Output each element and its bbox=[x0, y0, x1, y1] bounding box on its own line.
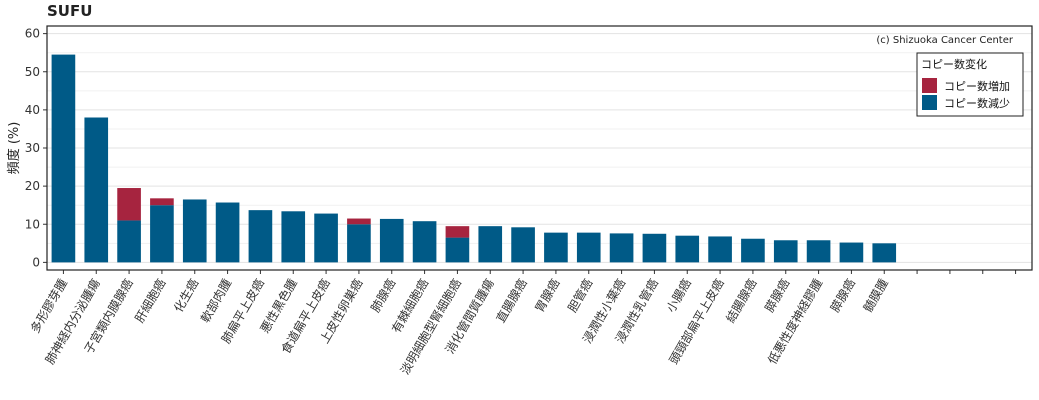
bar-loss bbox=[347, 224, 371, 263]
x-tick-label: 胃腺癌 bbox=[532, 276, 563, 315]
y-tick-label: 60 bbox=[25, 27, 40, 41]
bar-gain bbox=[347, 218, 371, 225]
bar-loss bbox=[609, 233, 634, 263]
bar-loss bbox=[708, 236, 732, 263]
bar-loss bbox=[544, 232, 568, 263]
bar-loss bbox=[412, 221, 437, 263]
y-tick-label: 30 bbox=[25, 141, 40, 155]
bar-loss bbox=[511, 227, 535, 263]
bar-loss bbox=[248, 210, 273, 263]
x-tick-label: 小腸癌 bbox=[663, 276, 694, 315]
bar-loss bbox=[478, 226, 503, 263]
y-tick-label: 0 bbox=[32, 255, 40, 269]
bar-loss bbox=[117, 220, 141, 263]
bar-loss bbox=[182, 199, 207, 263]
bar-loss bbox=[741, 238, 765, 263]
bar-gain bbox=[445, 226, 470, 238]
bar-loss bbox=[51, 54, 76, 263]
x-tick-label: 膵腺癌 bbox=[827, 276, 858, 315]
x-tick-label: 胆管癌 bbox=[564, 276, 595, 315]
bar-loss bbox=[150, 205, 174, 263]
bar-gain bbox=[150, 198, 174, 206]
y-axis-label: 頻度 (%) bbox=[6, 122, 22, 175]
x-tick-label: 髄膜腫 bbox=[860, 276, 891, 315]
x-tick-label: 肝細胞癌 bbox=[132, 276, 169, 325]
bar-loss bbox=[806, 240, 831, 263]
bar-loss bbox=[675, 235, 700, 263]
bar-loss bbox=[576, 232, 601, 263]
legend-label-gain: コピー数増加 bbox=[944, 80, 1010, 93]
x-tick-label: 膵腺癌 bbox=[761, 276, 792, 315]
legend-swatch-loss bbox=[922, 95, 937, 110]
x-tick-label: 淡明細胞型腎細胞癌 bbox=[397, 276, 464, 377]
bar-loss bbox=[215, 202, 240, 263]
legend-label-loss: コピー数減少 bbox=[944, 96, 1010, 110]
bar-loss bbox=[839, 242, 864, 263]
bar-loss bbox=[642, 233, 667, 263]
y-tick-label: 10 bbox=[25, 217, 40, 231]
chart-title: SUFU bbox=[47, 2, 93, 20]
legend-swatch-gain bbox=[922, 78, 937, 93]
bar-loss bbox=[314, 213, 338, 263]
bar-loss bbox=[872, 243, 897, 263]
y-tick-label: 40 bbox=[25, 103, 40, 117]
x-tick-label: 化生癌 bbox=[170, 276, 201, 315]
y-tick-label: 20 bbox=[25, 179, 40, 193]
y-tick-label: 50 bbox=[25, 65, 40, 79]
plot-frame bbox=[46, 25, 1033, 271]
legend-title: コピー数変化 bbox=[921, 57, 987, 71]
bar-loss bbox=[281, 211, 306, 263]
x-tick-label: 結腸腺癌 bbox=[723, 276, 760, 325]
credit-text: (c) Shizuoka Cancer Center bbox=[876, 35, 1014, 46]
bar-loss bbox=[379, 218, 404, 263]
bar-loss bbox=[773, 240, 798, 263]
bar-loss bbox=[84, 117, 109, 263]
bar-loss bbox=[445, 237, 470, 263]
x-tick-label: 直腸腺癌 bbox=[493, 276, 530, 325]
x-tick-label: 肺腺癌 bbox=[367, 276, 398, 315]
bar-gain bbox=[117, 188, 141, 221]
x-tick-label: 軟部肉腫 bbox=[197, 276, 234, 325]
